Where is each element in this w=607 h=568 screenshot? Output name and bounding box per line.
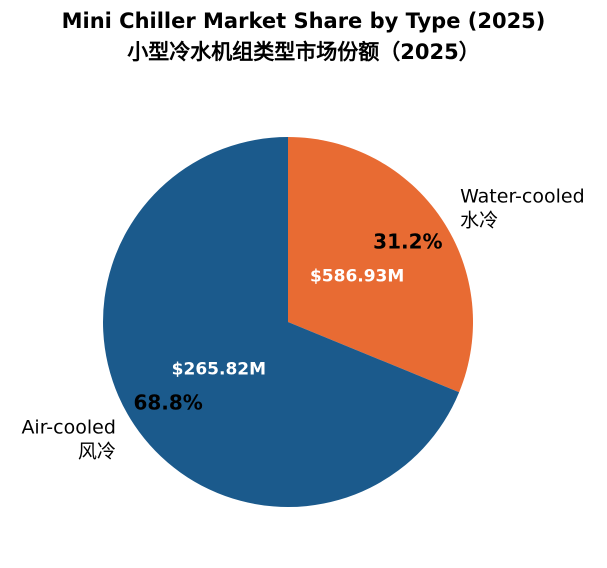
slice-label-cn: 风冷 <box>78 440 116 462</box>
slice-label-cn: 水冷 <box>460 210 498 232</box>
pie-slice-air-cooled <box>102 137 460 507</box>
slice-label: Air-cooled <box>21 416 115 438</box>
slice-percent-label: 68.8% <box>133 390 202 414</box>
chart-title: Mini Chiller Market Share by Type (2025) <box>61 9 546 33</box>
pie-slice-water-cooled <box>288 137 474 393</box>
chart-subtitle: 小型冷水机组类型市场份额（2025） <box>127 40 480 64</box>
slice-label: Water-cooled <box>460 186 585 208</box>
slice-value-label: $586.93M <box>310 267 404 287</box>
slice-percent-label: 31.2% <box>373 230 442 254</box>
slice-value-label: $265.82M <box>172 359 266 379</box>
